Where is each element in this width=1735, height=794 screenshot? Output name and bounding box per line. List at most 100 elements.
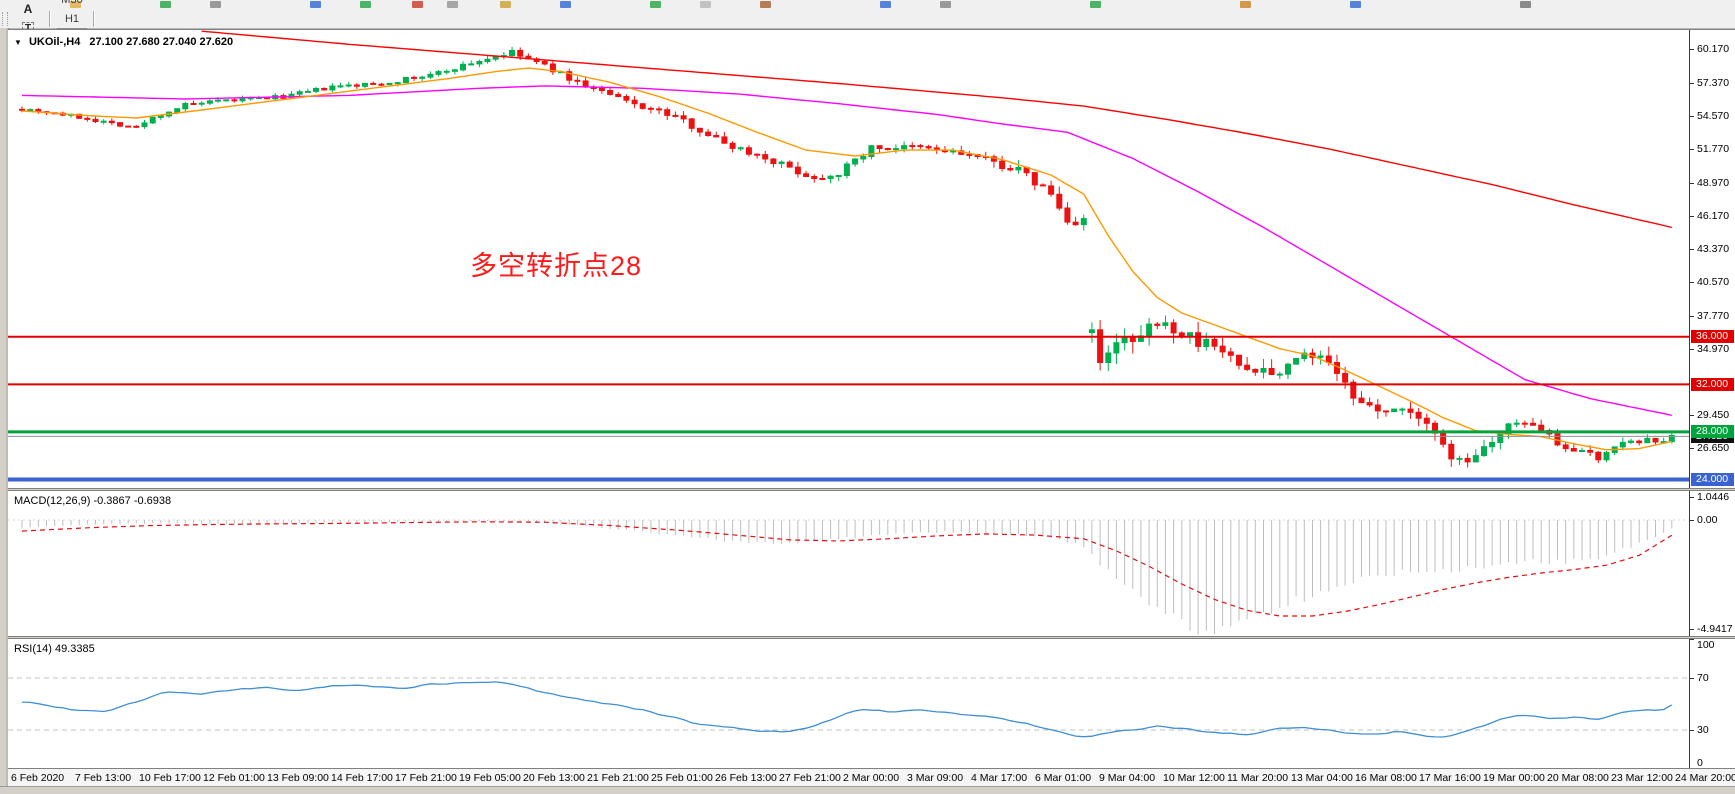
main-chart-pane: ▼ UKOil-,H4 27.100 27.680 27.040 27.620 … xyxy=(8,29,1735,489)
ohlc-values: 27.100 27.680 27.040 27.620 xyxy=(89,36,234,48)
x-axis-label: 27 Feb 21:00 xyxy=(779,772,841,784)
timeframe-button-h1[interactable]: H1 xyxy=(64,12,80,25)
price-tick: 29.450 xyxy=(1697,409,1730,421)
timeframe-button-m30[interactable]: M30 xyxy=(57,0,87,9)
toolbar-separator xyxy=(49,10,51,27)
price-tick: 34.970 xyxy=(1697,343,1730,355)
moving-averages-layer xyxy=(21,30,1672,451)
price-badge-32.000: 32.000 xyxy=(1691,378,1734,391)
x-axis-label: 13 Mar 04:00 xyxy=(1291,772,1353,784)
x-axis-label: 10 Mar 12:00 xyxy=(1163,772,1225,784)
clipped-toolbar-icon xyxy=(940,1,951,8)
price-tick: 48.970 xyxy=(1697,177,1730,189)
macd-tickmark xyxy=(1690,629,1694,630)
pane-splitter[interactable] xyxy=(8,636,1735,639)
x-axis-label: 14 Feb 17:00 xyxy=(331,772,393,784)
x-axis-label: 17 Feb 21:00 xyxy=(395,772,457,784)
rsi-axis[interactable]: 100 70 30 0 xyxy=(1689,639,1735,770)
x-axis-label: 10 Feb 17:00 xyxy=(139,772,201,784)
x-axis-label: 6 Mar 01:00 xyxy=(1035,772,1092,784)
rsi-tickmark xyxy=(1690,730,1694,731)
clipped-toolbar-icon xyxy=(412,1,423,8)
clipped-toolbar-icon xyxy=(210,1,221,8)
text-tool-button[interactable]: A xyxy=(13,0,43,19)
price-tickmark xyxy=(1690,282,1694,283)
chart-text-annotation[interactable]: 多空转折点28 xyxy=(470,251,643,281)
macd-tickmark xyxy=(1690,520,1694,521)
macd-tickmark xyxy=(1690,497,1694,498)
macd-pane: MACD(12,26,9) -0.3867 -0.6938 1.0446 0.00… xyxy=(8,490,1735,637)
x-axis-label: 19 Mar 00:00 xyxy=(1483,772,1545,784)
toolbar-separator xyxy=(93,10,95,27)
price-tickmark xyxy=(1690,116,1694,117)
toolbar-grip[interactable] xyxy=(2,11,8,26)
macd-plot[interactable] xyxy=(8,491,1690,637)
rsi-tick: 70 xyxy=(1697,672,1709,684)
candlestick-layer xyxy=(19,46,1675,468)
clipped-toolbar-icon xyxy=(1520,1,1531,8)
price-tick: 26.650 xyxy=(1697,442,1730,454)
clipped-toolbar-icon xyxy=(447,1,458,8)
rsi-pane: RSI(14) 49.3385 100 70 30 0 xyxy=(8,638,1735,770)
x-axis-label: 6 Feb 2020 xyxy=(11,772,65,784)
clipped-toolbar-icon xyxy=(1240,1,1251,8)
fast-ma-line xyxy=(21,67,1672,451)
x-axis-label: 23 Mar 12:00 xyxy=(1611,772,1673,784)
clipped-toolbar-icon xyxy=(700,1,711,8)
x-axis-label: 24 Mar 20:00 xyxy=(1675,772,1735,784)
x-axis-label: 16 Mar 08:00 xyxy=(1355,772,1417,784)
clipped-toolbar-icon xyxy=(500,1,511,8)
clipped-toolbar-icon xyxy=(160,1,171,8)
x-axis-label: 3 Mar 09:00 xyxy=(907,772,964,784)
x-axis-label: 19 Feb 05:00 xyxy=(459,772,521,784)
clipped-toolbar-icon xyxy=(760,1,771,8)
price-tickmark xyxy=(1690,49,1694,50)
price-tick: 37.770 xyxy=(1697,310,1730,322)
pane-splitter[interactable] xyxy=(8,488,1735,491)
x-axis-label: 12 Feb 01:00 xyxy=(203,772,265,784)
x-axis-label: 2 Mar 00:00 xyxy=(843,772,900,784)
toolbars-row: FAT↖▾ M1M5M15M30H1H4D1W1MN xyxy=(0,0,1735,101)
macd-tick: 0.00 xyxy=(1697,514,1718,526)
price-axis[interactable]: 60.170 57.370 54.570 51.770 48.970 46.170 43.3… xyxy=(1689,30,1735,489)
price-badge-36.000: 36.000 xyxy=(1691,330,1734,343)
clipped-toolbar-icon xyxy=(560,1,571,8)
x-axis-label: 17 Mar 16:00 xyxy=(1419,772,1481,784)
macd-histogram-layer xyxy=(21,520,1673,635)
rsi-line xyxy=(21,681,1673,738)
x-axis-label: 26 Feb 13:00 xyxy=(715,772,777,784)
rsi-tickmark xyxy=(1690,678,1694,679)
chart-title: ▼ UKOil-,H4 27.100 27.680 27.040 27.620 xyxy=(14,36,233,48)
macd-axis[interactable]: 1.0446 0.00 -4.9417 xyxy=(1689,491,1735,637)
price-tick: 57.370 xyxy=(1697,77,1730,89)
macd-label: MACD(12,26,9) -0.3867 -0.6938 xyxy=(14,495,172,507)
price-tick: 51.770 xyxy=(1697,143,1730,155)
mid-ma-line xyxy=(21,85,1672,416)
rsi-tick: 30 xyxy=(1697,724,1709,736)
price-tickmark xyxy=(1690,349,1694,350)
x-axis-label: 7 Feb 13:00 xyxy=(75,772,132,784)
x-axis-label: 20 Mar 08:00 xyxy=(1547,772,1609,784)
main-chart-plot[interactable] xyxy=(8,30,1690,489)
price-badge-24.000: 24.000 xyxy=(1691,473,1734,486)
x-axis-label: 11 Mar 20:00 xyxy=(1227,772,1289,784)
rsi-tick: 100 xyxy=(1697,639,1715,651)
clipped-toolbar-icon xyxy=(310,1,321,8)
price-tick: 43.370 xyxy=(1697,243,1730,255)
x-axis-label: 13 Feb 09:00 xyxy=(267,772,329,784)
macd-tick: 1.0446 xyxy=(1697,491,1730,503)
price-tickmark xyxy=(1690,316,1694,317)
price-tickmark xyxy=(1690,415,1694,416)
price-tickmark xyxy=(1690,448,1694,449)
price-badge-28.000: 28.000 xyxy=(1691,425,1734,438)
x-axis-label: 9 Mar 04:00 xyxy=(1099,772,1156,784)
price-tickmark xyxy=(1690,183,1694,184)
symbol-dropdown-icon[interactable]: ▼ xyxy=(14,38,22,47)
macd-tick: -4.9417 xyxy=(1697,623,1733,635)
rsi-plot[interactable] xyxy=(8,639,1690,769)
clipped-toolbar-icon xyxy=(880,1,891,8)
rsi-tickmark xyxy=(1690,639,1694,640)
horizontal-lines-layer xyxy=(8,335,1690,482)
price-tickmark xyxy=(1690,83,1694,84)
time-axis[interactable]: 6 Feb 2020 7 Feb 13:00 10 Feb 17:00 12 Feb … xyxy=(8,768,1735,787)
